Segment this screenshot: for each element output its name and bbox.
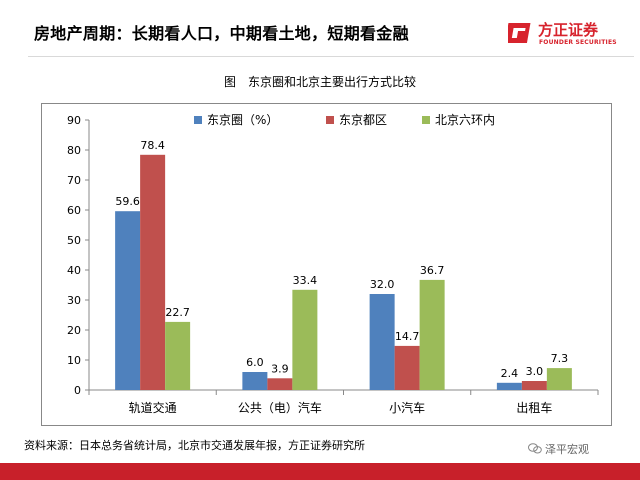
y-tick-label: 10	[67, 354, 81, 367]
y-tick-label: 80	[67, 144, 81, 157]
data-label: 32.0	[370, 278, 395, 291]
bar	[267, 378, 293, 390]
bar	[419, 279, 445, 390]
bar	[369, 294, 395, 390]
logo-text-en: FOUNDER SECURITIES	[539, 39, 617, 46]
bar	[292, 289, 318, 390]
chart-frame: 0 10 20 30 40 50 60 70 80 90 轨道交通 59.6 78.4 22.7 公共（电）…	[41, 103, 612, 426]
page-title: 房地产周期：长期看人口，中期看土地，短期看金融	[34, 24, 409, 43]
data-label: 3.0	[526, 365, 544, 378]
bar	[115, 211, 141, 390]
y-tick-label: 60	[67, 204, 81, 217]
data-label: 22.7	[165, 306, 190, 319]
legend-label: 东京都区	[339, 113, 387, 127]
y-tick-label: 40	[67, 264, 81, 277]
x-tick-label: 出租车	[516, 400, 552, 415]
bottom-bar	[0, 463, 640, 480]
bar-chart: 0 10 20 30 40 50 60 70 80 90 轨道交通 59.6 78.4 22.7 公共（电）…	[67, 113, 599, 415]
legend-swatch	[326, 116, 334, 124]
data-label: 59.6	[115, 195, 140, 208]
data-label: 2.4	[501, 367, 519, 380]
logo-mark-icon	[508, 23, 531, 43]
bar	[546, 368, 572, 390]
x-tick-label: 小汽车	[389, 400, 425, 415]
bar	[165, 321, 191, 390]
legend-swatch	[422, 116, 430, 124]
logo-text-cn: 方正证券	[538, 21, 599, 39]
data-label: 7.3	[551, 352, 569, 365]
chart-title: 图 东京圈和北京主要出行方式比较	[223, 75, 416, 89]
y-tick-label: 50	[67, 234, 81, 247]
data-label: 36.7	[420, 264, 445, 277]
wechat-account-name: 泽平宏观	[545, 443, 589, 456]
y-tick-label: 0	[74, 384, 81, 397]
bar	[496, 382, 522, 390]
x-tick-label: 轨道交通	[129, 400, 177, 415]
data-label: 78.4	[140, 139, 165, 152]
wechat-watermark: 泽平宏观	[528, 441, 589, 457]
legend-label: 北京六环内	[435, 113, 495, 127]
y-tick-label: 30	[67, 294, 81, 307]
data-label: 14.7	[395, 330, 420, 343]
data-label: 33.4	[293, 274, 318, 287]
company-logo: 方正证券 FOUNDER SECURITIES	[508, 16, 632, 50]
y-tick-label: 70	[67, 174, 81, 187]
bar	[242, 372, 268, 390]
bar	[140, 154, 166, 390]
header-divider	[28, 56, 634, 57]
source-note: 资料来源：日本总务省统计局，北京市交通发展年报，方正证券研究所	[24, 439, 365, 452]
bar	[521, 381, 547, 390]
bar	[394, 345, 420, 390]
y-tick-label: 90	[67, 114, 81, 127]
wechat-icon	[528, 443, 542, 454]
data-label: 6.0	[246, 356, 264, 369]
data-label: 3.9	[271, 362, 289, 375]
legend-swatch	[194, 116, 202, 124]
legend-label: 东京圈（%）	[207, 113, 278, 127]
x-tick-label: 公共（电）汽车	[238, 400, 322, 415]
y-tick-label: 20	[67, 324, 81, 337]
